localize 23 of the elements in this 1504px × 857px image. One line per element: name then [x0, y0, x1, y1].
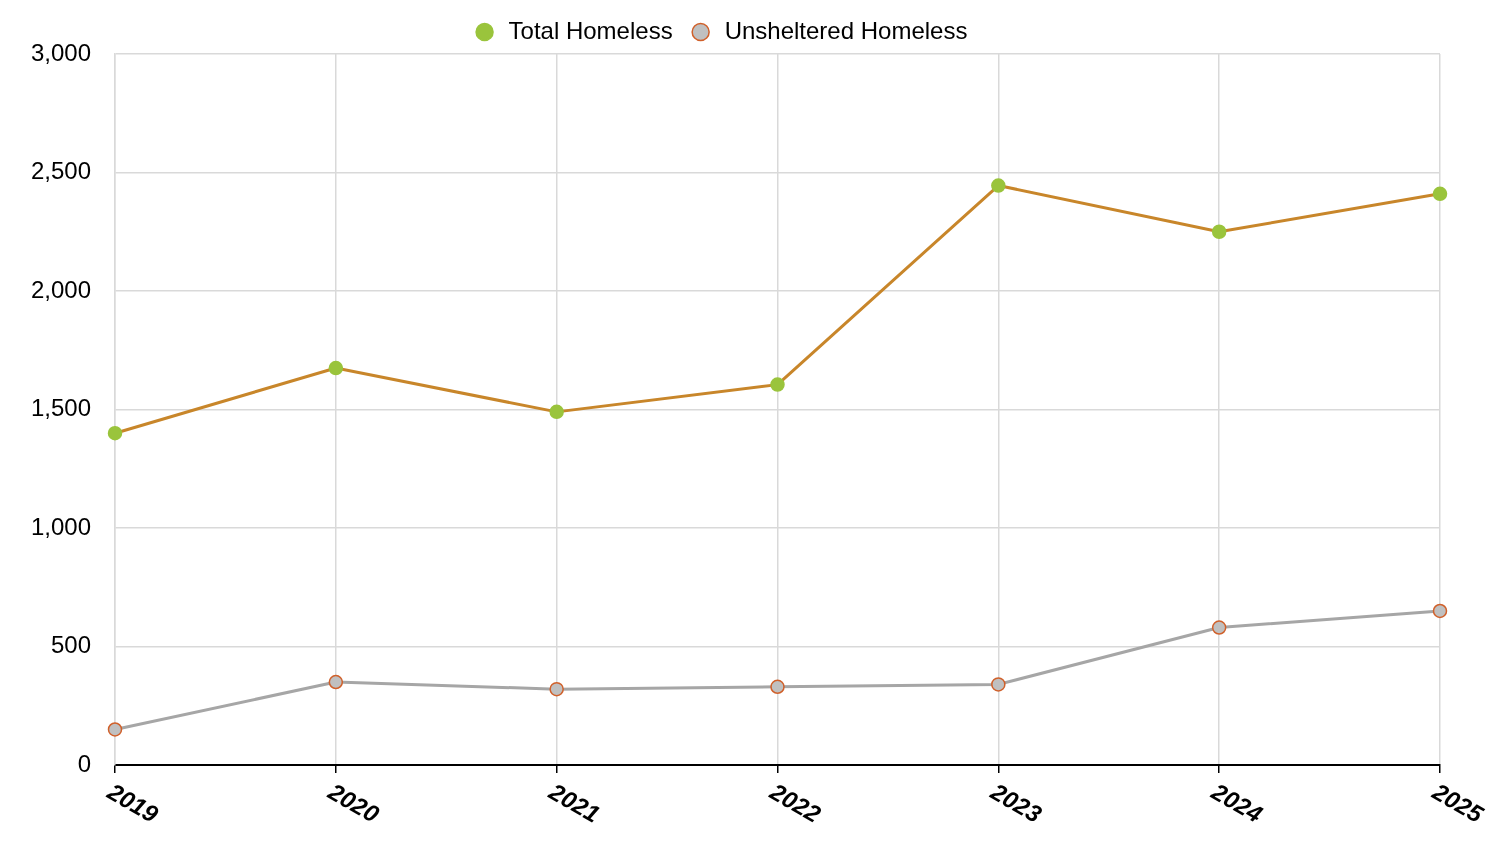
- legend-label: Unsheltered Homeless: [724, 16, 968, 44]
- x-tick-label: 2020: [323, 777, 385, 829]
- point: [1432, 603, 1448, 619]
- point: [328, 674, 344, 690]
- point: [107, 722, 123, 737]
- x-tick-label: 2021: [543, 777, 605, 828]
- x-tick-label: 2024: [1206, 777, 1268, 828]
- point: [770, 679, 785, 695]
- y-tick-label: 1,500: [30, 394, 91, 422]
- y-tick-label: 500: [50, 631, 91, 659]
- y-tick-label: 2,000: [30, 275, 91, 303]
- x-tick-label: 2023: [985, 777, 1047, 829]
- x-tick-label: 2025: [1427, 777, 1489, 829]
- y-tick-label: 1,000: [30, 512, 91, 540]
- point: [549, 681, 564, 697]
- y-tick-label: 0: [77, 749, 91, 777]
- x-tick-label: 2019: [102, 777, 164, 829]
- legend-label: Total Homeless: [508, 16, 673, 44]
- x-tick-label: 2022: [764, 777, 826, 829]
- point: [991, 677, 1006, 692]
- y-tick-label: 3,000: [30, 38, 91, 66]
- point: [1211, 620, 1227, 635]
- y-tick-label: 2,500: [30, 157, 91, 185]
